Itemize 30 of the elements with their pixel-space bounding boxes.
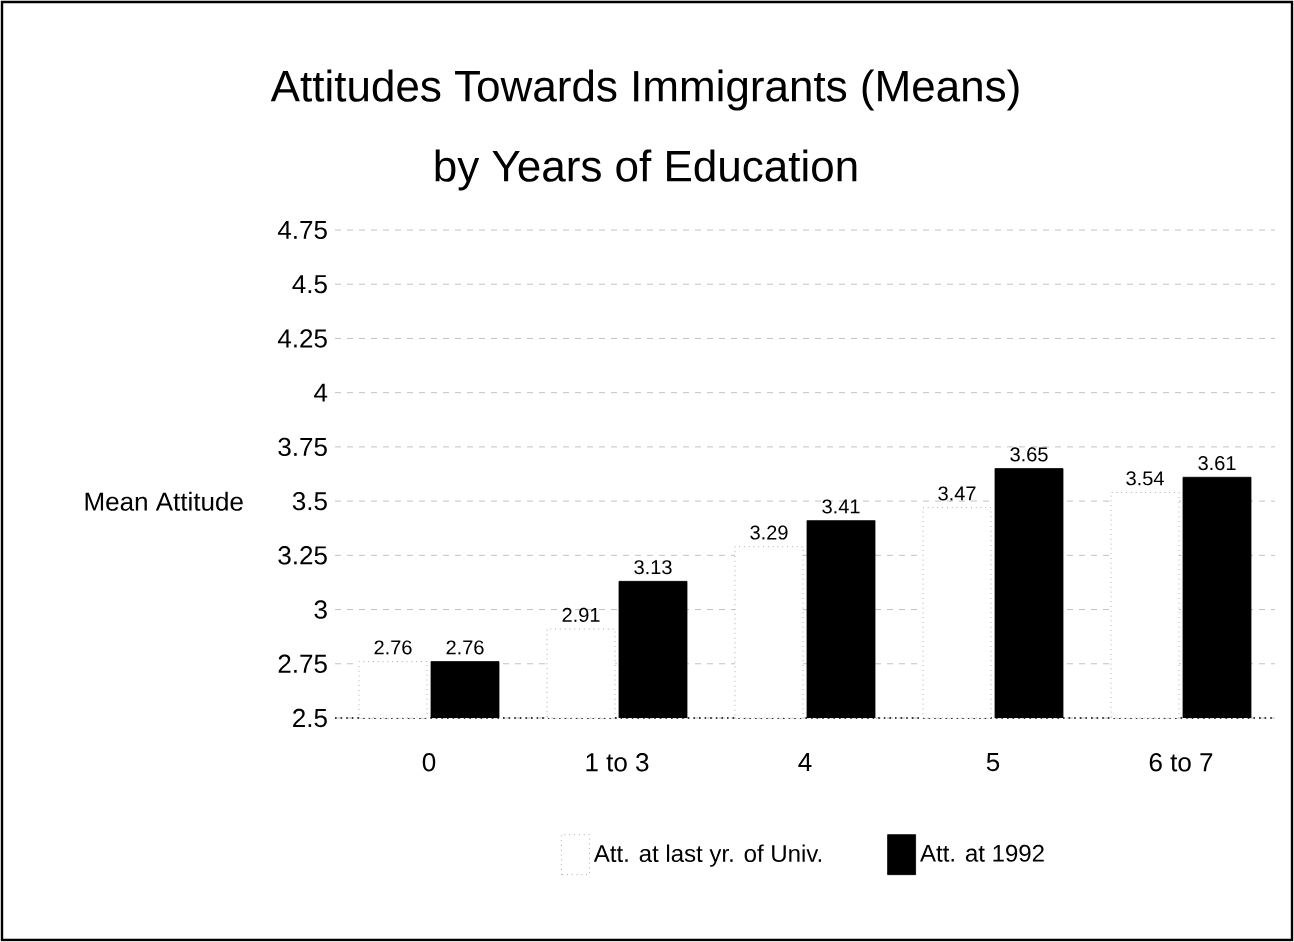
x-tick-label: 4 (798, 753, 812, 771)
y-axis-title: Mean Attitude (85, 491, 243, 511)
data-label: 2.91 (562, 607, 600, 622)
y-tick-label: 3 (314, 600, 327, 619)
y-tick-label: 4.5 (292, 275, 327, 294)
chart-title: Attitudes Towards Immigrants (Means) (270, 69, 1019, 111)
x-tick-label: 0 (422, 753, 436, 772)
x-tick-label: 1 to 3 (586, 753, 649, 772)
data-label: 3.61 (1198, 456, 1236, 471)
y-tick-label: 2.75 (278, 654, 327, 673)
data-label: 3.29 (750, 525, 788, 540)
y-tick-label: 2.5 (293, 708, 327, 728)
data-label: 3.54 (1126, 471, 1164, 486)
chart-subtitle: by Years of Education (435, 149, 857, 191)
data-label: 3.65 (1010, 447, 1048, 462)
data-label: 2.76 (374, 640, 412, 655)
y-tick-label: 3.75 (278, 437, 327, 457)
data-label: 3.47 (938, 486, 976, 501)
y-tick-label: 3.5 (292, 491, 327, 511)
y-tick-label: 4 (314, 383, 328, 402)
data-label: 3.13 (634, 560, 672, 575)
x-tick-label: 5 (986, 753, 1000, 772)
legend-label: Att. at last yr. of Univ. (593, 844, 822, 867)
legend-label: Att. at 1992 (920, 844, 1044, 862)
y-tick-label: 3.25 (278, 546, 327, 565)
y-tick-label: 4.25 (277, 329, 327, 348)
data-label: 3.41 (822, 499, 860, 514)
x-tick-label: 6 to 7 (1149, 753, 1213, 772)
data-label: 2.76 (446, 640, 484, 655)
y-tick-label: 4.75 (277, 220, 327, 240)
